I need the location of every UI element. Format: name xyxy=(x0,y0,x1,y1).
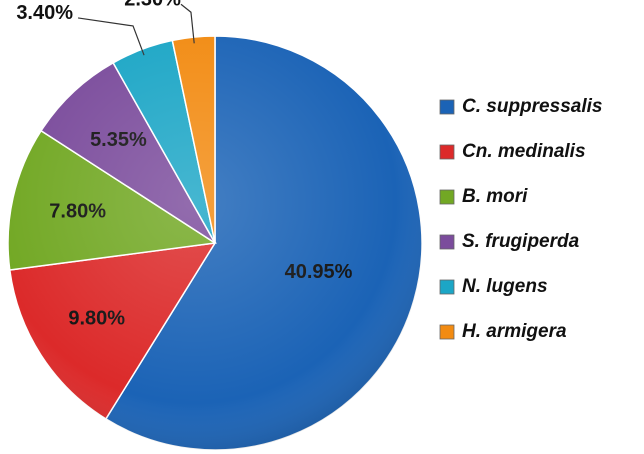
legend-swatch xyxy=(439,99,455,115)
leader-line xyxy=(180,3,195,44)
data-label: 7.80% xyxy=(49,200,106,222)
legend-swatch xyxy=(439,144,455,160)
data-label: 5.35% xyxy=(90,129,147,151)
leader-line xyxy=(77,17,145,56)
data-label: 2.30% xyxy=(124,0,181,11)
legend-label: B. mori xyxy=(462,186,528,207)
legend-swatch xyxy=(439,279,455,295)
data-label: 40.95% xyxy=(285,261,353,283)
legend-label: S. frugiperda xyxy=(462,231,580,252)
legend-label: Cn. medinalis xyxy=(462,141,586,162)
legend-swatch xyxy=(439,189,455,205)
legend-label: C. suppressalis xyxy=(462,96,602,117)
legend-swatch xyxy=(439,324,455,340)
legend-swatch xyxy=(439,234,455,250)
data-label: 3.40% xyxy=(16,2,73,24)
legend-label: H. armigera xyxy=(462,321,567,342)
data-label: 9.80% xyxy=(68,308,125,330)
legend-label: N. lugens xyxy=(462,276,548,297)
